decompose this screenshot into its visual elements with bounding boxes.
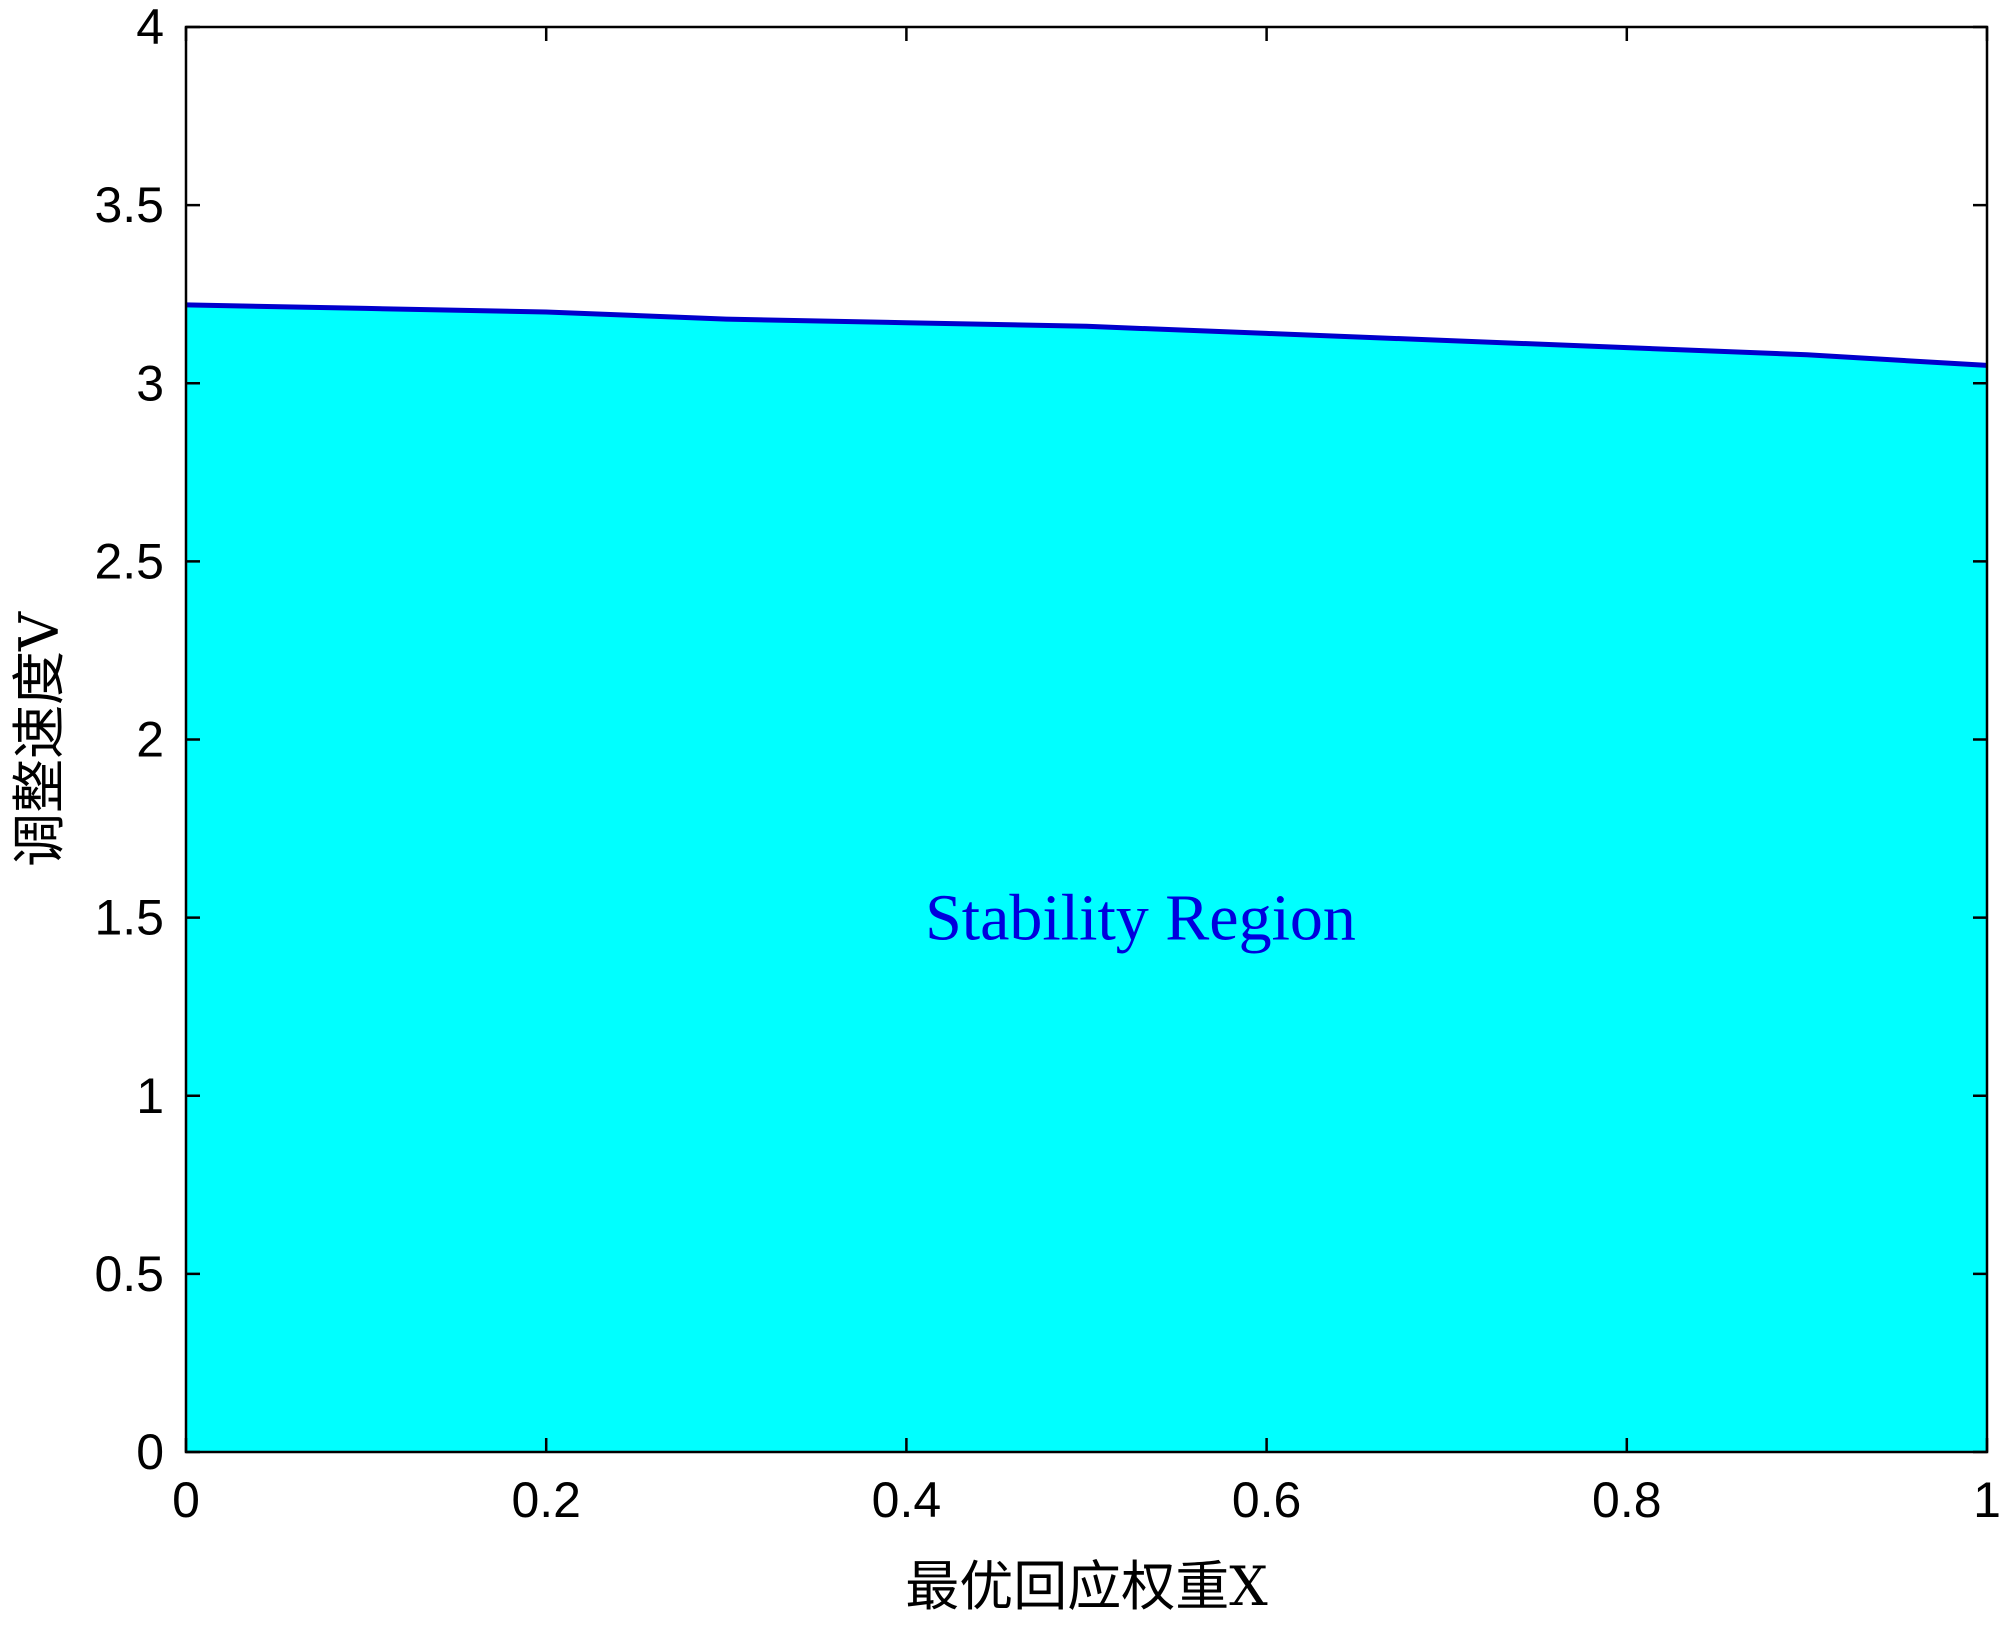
stability-boundary [185, 302, 1988, 368]
boundary-line [185, 302, 1988, 368]
y-tick-label: 1.5 [94, 890, 164, 946]
y-tick-label: 3 [136, 355, 164, 411]
x-axis-label: 最优回应权重X [905, 1555, 1268, 1618]
y-tick-label: 2.5 [94, 533, 164, 589]
stability-region-fill [186, 304, 1987, 1452]
y-tick-label: 0.5 [94, 1246, 164, 1302]
stability-region-label: Stability Region [925, 882, 1356, 955]
y-axis-label: 调整速度V [8, 611, 71, 867]
x-tick-label: 0.8 [1592, 1472, 1662, 1528]
y-tick-label: 1 [136, 1068, 164, 1124]
x-tick-label: 0.4 [872, 1472, 942, 1528]
y-tick-label: 4 [136, 0, 164, 55]
y-tick-label: 3.5 [94, 177, 164, 233]
x-tick-label: 1 [1973, 1472, 2000, 1528]
x-tick-labels: 0 0.2 0.4 0.6 0.8 1 [172, 1472, 2000, 1528]
x-tick-label: 0.6 [1232, 1472, 1302, 1528]
y-tick-labels: 0 0.5 1 1.5 2 2.5 3 3.5 4 [94, 0, 164, 1480]
y-tick-label: 0 [136, 1424, 164, 1480]
y-tick-label: 2 [136, 712, 164, 768]
axis-ticks [184, 25, 1989, 1454]
x-tick-label: 0 [172, 1472, 200, 1528]
x-tick-label: 0.2 [511, 1472, 581, 1528]
stability-area [186, 304, 1987, 1452]
